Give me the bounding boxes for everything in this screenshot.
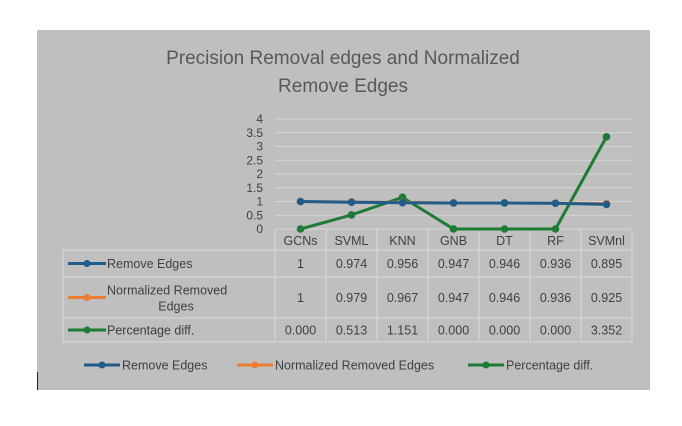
text-cursor <box>37 372 38 390</box>
table-cell: 3.352 <box>591 324 622 338</box>
data-point <box>347 211 356 219</box>
y-tick-label: 0 <box>256 222 263 236</box>
table-row-label: Remove Edges <box>107 257 192 271</box>
chart-panel: Precision Removal edges and Normalized Re… <box>37 30 650 390</box>
table-cell: 1 <box>297 257 304 271</box>
legend: Remove Edges Normalized Removed Edges Perc… <box>84 359 593 373</box>
table-key-marker <box>83 294 91 301</box>
table-cell: 0.936 <box>540 257 571 271</box>
data-point <box>449 225 458 233</box>
category-label: SVMnl <box>588 234 625 248</box>
legend-label: Percentage diff. <box>506 359 593 373</box>
y-tick-label: 3.5 <box>246 126 263 140</box>
chart-title-line-1: Precision Removal edges and Normalized <box>166 48 520 69</box>
table-cell: 0.000 <box>489 324 520 338</box>
chart-title-line-2: Remove Edges <box>278 76 408 97</box>
series-lines <box>296 133 611 233</box>
category-label: KNN <box>389 234 415 248</box>
y-tick-label: 1.5 <box>246 181 263 195</box>
legend-label: Normalized Removed Edges <box>275 359 434 373</box>
category-label: RF <box>547 234 564 248</box>
legend-key-marker <box>98 361 106 369</box>
data-point <box>551 199 560 208</box>
data-point <box>500 199 509 207</box>
data-point <box>347 198 356 207</box>
table-cell: 0.946 <box>489 291 520 305</box>
table-cell: 0.979 <box>336 291 367 305</box>
chart-title: Precision Removal edges and Normalized Re… <box>166 48 520 97</box>
y-tick-label: 0.5 <box>246 208 263 222</box>
legend-key-marker <box>482 361 490 369</box>
table-cell: 0.000 <box>285 324 316 338</box>
table-row-label: Percentage diff. <box>107 324 194 338</box>
table-cell: 0.946 <box>489 257 520 271</box>
table-cell: 0.000 <box>540 324 571 338</box>
table-cell: 0.956 <box>387 257 418 271</box>
table-cell: 1 <box>297 291 304 305</box>
table-cell: 1.151 <box>387 324 418 338</box>
table-cell: 0.967 <box>387 291 418 305</box>
category-label: SVML <box>334 234 368 248</box>
data-point <box>398 198 407 207</box>
y-tick-label: 3 <box>256 140 263 154</box>
gridlines <box>275 118 632 230</box>
table-row-label: Normalized Removed <box>107 284 227 298</box>
table-cell: 0.974 <box>336 257 367 271</box>
y-axis-ticks: 00.511.522.533.54 <box>246 112 263 236</box>
table-key-marker <box>83 326 91 334</box>
table-cell: 0.936 <box>540 291 571 305</box>
line-chart: Precision Removal edges and Normalized Re… <box>62 48 633 373</box>
y-tick-label: 2.5 <box>246 153 263 167</box>
data-point <box>602 133 611 141</box>
category-label: GNB <box>440 234 467 248</box>
data-point <box>500 225 509 233</box>
table-row-label: Edges <box>158 300 193 314</box>
y-tick-label: 4 <box>256 112 263 126</box>
legend-key-marker <box>251 361 259 369</box>
data-point <box>449 199 458 207</box>
table-key-marker <box>83 260 91 267</box>
category-label: DT <box>496 234 513 248</box>
table-cell: 0.947 <box>438 291 469 305</box>
y-tick-label: 2 <box>256 167 263 181</box>
table-cell: 0.947 <box>438 257 469 271</box>
data-point <box>551 225 560 233</box>
table-cell: 0.925 <box>591 291 622 305</box>
table-cell: 0.513 <box>336 324 367 338</box>
table-cell: 0.000 <box>438 324 469 338</box>
y-tick-label: 1 <box>256 195 263 209</box>
category-label: GCNs <box>283 234 317 248</box>
table-cell: 0.895 <box>591 257 622 271</box>
data-point <box>602 200 611 209</box>
data-table: GCNs SVML KNN GNB DT RF SVMnl Remove Edges 1 0.97… <box>62 229 633 343</box>
legend-label: Remove Edges <box>122 359 207 373</box>
data-point <box>296 225 305 233</box>
data-point <box>296 197 305 206</box>
